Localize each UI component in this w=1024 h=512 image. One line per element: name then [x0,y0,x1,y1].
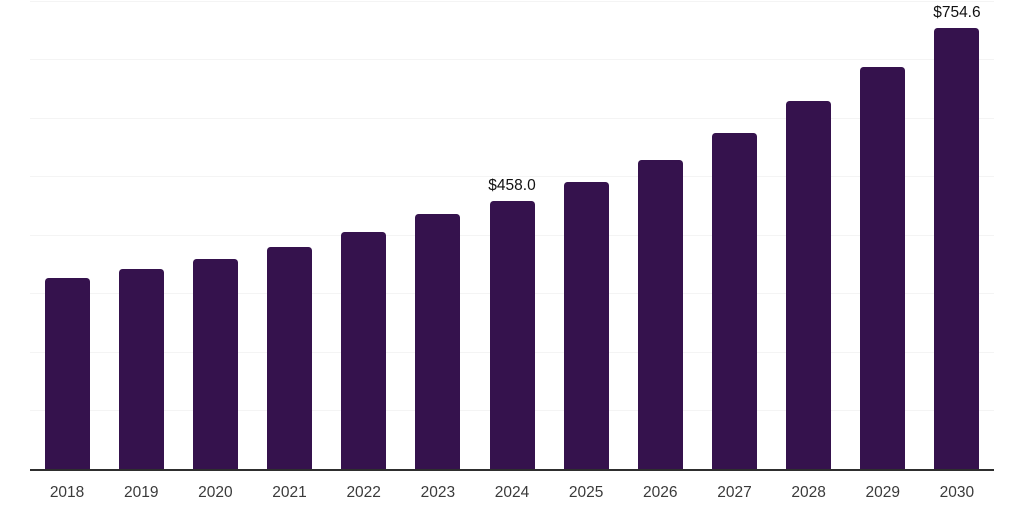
bar [44,277,90,469]
x-tick-label: 2027 [717,484,752,501]
x-tick-label: 2029 [865,484,900,501]
gridline [30,117,994,119]
bar [192,258,238,469]
x-tick-label: 2018 [49,484,85,501]
x-tick-label: 2028 [791,484,826,501]
bar [637,159,683,469]
bar [489,201,535,469]
gridline [30,0,994,2]
bar [563,181,609,469]
x-tick-label: 2021 [272,484,307,501]
bar-data-label: $754.6 [933,3,981,21]
x-tick-label: 2025 [568,484,604,501]
bar [786,101,832,469]
x-tick-label: 2024 [494,484,530,501]
bar [341,232,387,469]
bar [415,213,461,469]
x-tick-label: 2030 [939,484,975,501]
bar [267,246,313,469]
bar-data-label: $458.0 [488,177,536,195]
gridline [30,59,994,60]
bar [711,132,757,469]
x-tick-label: 2019 [123,484,159,501]
bar [860,67,906,469]
x-tick-label: 2020 [198,484,233,501]
bar [118,268,164,469]
x-tick-label: 2026 [643,484,678,501]
x-tick-label: 2023 [420,484,456,501]
bar [934,27,980,469]
gridline [30,176,994,177]
x-tick-label: 2022 [346,484,381,501]
x-axis-line [30,469,994,471]
